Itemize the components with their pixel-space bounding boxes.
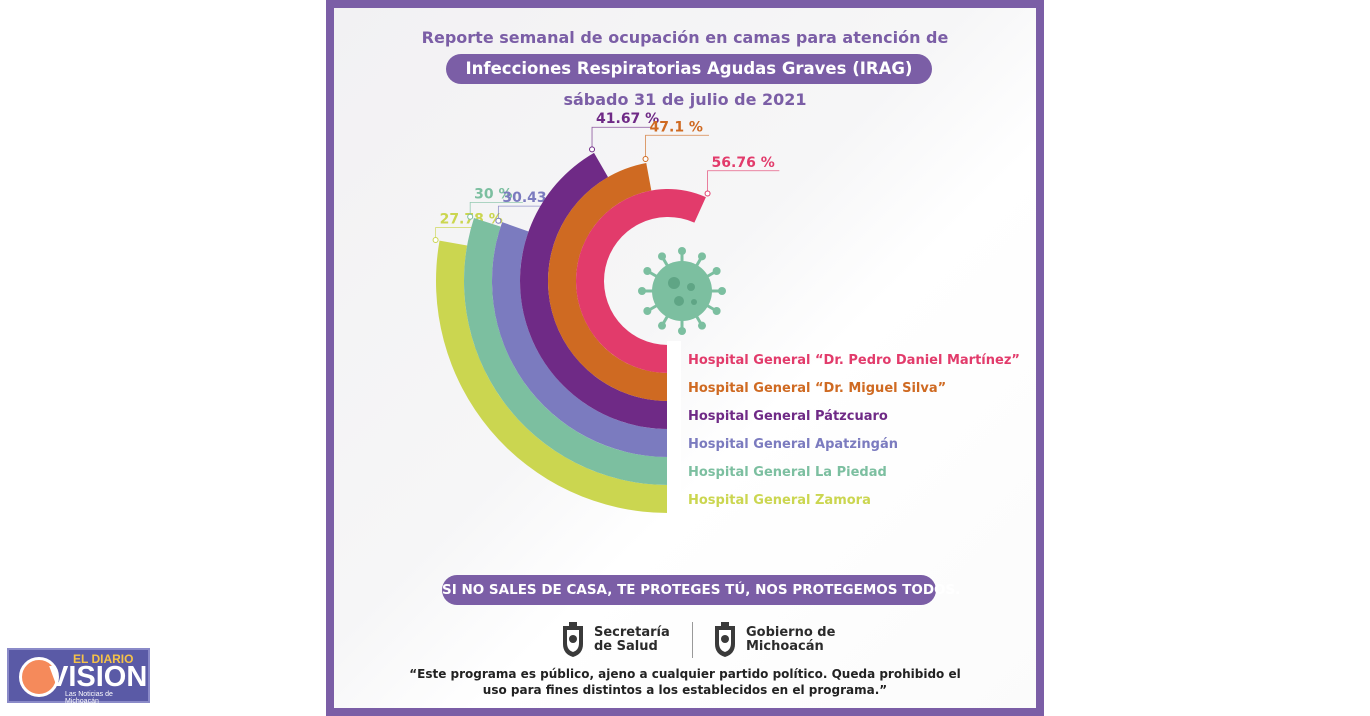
marker-hospital-general-dr-miguel-silva: [642, 156, 649, 163]
leader-hospital-general-dr-miguel-silva: [645, 134, 709, 160]
leader-hospital-general-apatzingan: [497, 205, 552, 221]
seal-icon: [563, 622, 583, 657]
band-end-separator: [667, 341, 681, 541]
bar-hospital-general-apatzingan: [492, 222, 668, 457]
marker-hospital-general-dr-pedro-daniel-martinez: [704, 190, 711, 197]
bar-hospital-general-la-piedad: [464, 217, 668, 485]
category-label-hospital-general-apatzingan: Hospital General Apatzingán: [688, 437, 898, 452]
category-label-hospital-general-dr-pedro-daniel-martinez: Hospital General “Dr. Pedro Daniel Martí…: [688, 353, 1020, 368]
brand-sub-text: Las Noticias de Michoacán: [65, 691, 113, 705]
leader-hospital-general-la-piedad: [469, 201, 523, 217]
logo-line-2: Michoacán: [746, 639, 824, 654]
brand-main-text: VISION: [49, 661, 148, 693]
disclaimer-text: “Este programa es público, ajeno a cualq…: [394, 666, 976, 698]
slogan-pill: SI NO SALES DE CASA, TE PROTEGES TÚ, NOS…: [442, 575, 960, 605]
brand-top-text: EL DIARIO: [73, 652, 134, 666]
category-label-hospital-general-patzcuaro: Hospital General Pátzcuaro: [688, 409, 888, 424]
disclaimer-line-2: uso para fines distintos a los estableci…: [482, 683, 888, 697]
bar-hospital-general-patzcuaro: [519, 152, 668, 429]
bar-hospital-general-dr-miguel-silva: [548, 162, 668, 401]
title-line-1: Reporte semanal de ocupación en camas pa…: [421, 28, 949, 47]
value-label-hospital-general-dr-miguel-silva: 47.1 %: [650, 119, 703, 135]
marker-hospital-general-patzcuaro: [589, 146, 596, 153]
logo-line-2: de Salud: [594, 639, 658, 654]
leader-hospital-general-dr-pedro-daniel-martinez: [707, 170, 780, 194]
report-date: sábado 31 de julio de 2021: [563, 90, 807, 109]
category-label-hospital-general-dr-miguel-silva: Hospital General “Dr. Miguel Silva”: [688, 381, 946, 396]
marker-hospital-general-la-piedad: [467, 213, 474, 220]
category-label-hospital-general-la-piedad: Hospital General La Piedad: [688, 465, 887, 480]
brand-watermark: EL DIARIO VISION Las Noticias de Michoac…: [7, 648, 150, 705]
logo-secretaria-salud: Secretaría de Salud: [560, 618, 670, 662]
bar-hospital-general-zamora: [435, 240, 668, 514]
seal-icon: [715, 622, 735, 657]
disclaimer-line-1: “Este programa es público, ajeno a cualq…: [409, 667, 961, 681]
bar-hospital-general-dr-pedro-daniel-martinez: [576, 189, 706, 373]
title-pill: Infecciones Respiratorias Agudas Graves …: [446, 54, 932, 84]
logo-gobierno-michoacan: Gobierno de Michoacán: [712, 618, 835, 662]
marker-hospital-general-apatzingan: [495, 217, 502, 224]
value-label-hospital-general-patzcuaro: 41.67 %: [596, 111, 659, 127]
logo-line-1: Gobierno de: [746, 625, 836, 640]
leader-hospital-general-zamora: [435, 227, 488, 240]
leader-hospital-general-patzcuaro: [591, 126, 652, 150]
category-label-hospital-general-zamora: Hospital General Zamora: [688, 493, 871, 508]
value-label-hospital-general-la-piedad: 30 %: [474, 186, 512, 202]
marker-hospital-general-zamora: [432, 236, 439, 243]
brand-circle-icon: [19, 657, 59, 697]
value-label-hospital-general-dr-pedro-daniel-martinez: 56.76 %: [712, 155, 775, 171]
infographic-poster: Reporte semanal de ocupación en camas pa…: [326, 0, 1044, 716]
logo-line-1: Secretaría: [594, 625, 670, 640]
poster-canvas: Reporte semanal de ocupación en camas pa…: [334, 8, 1036, 708]
logo-divider: [692, 622, 693, 658]
virus-icon: [638, 247, 726, 335]
